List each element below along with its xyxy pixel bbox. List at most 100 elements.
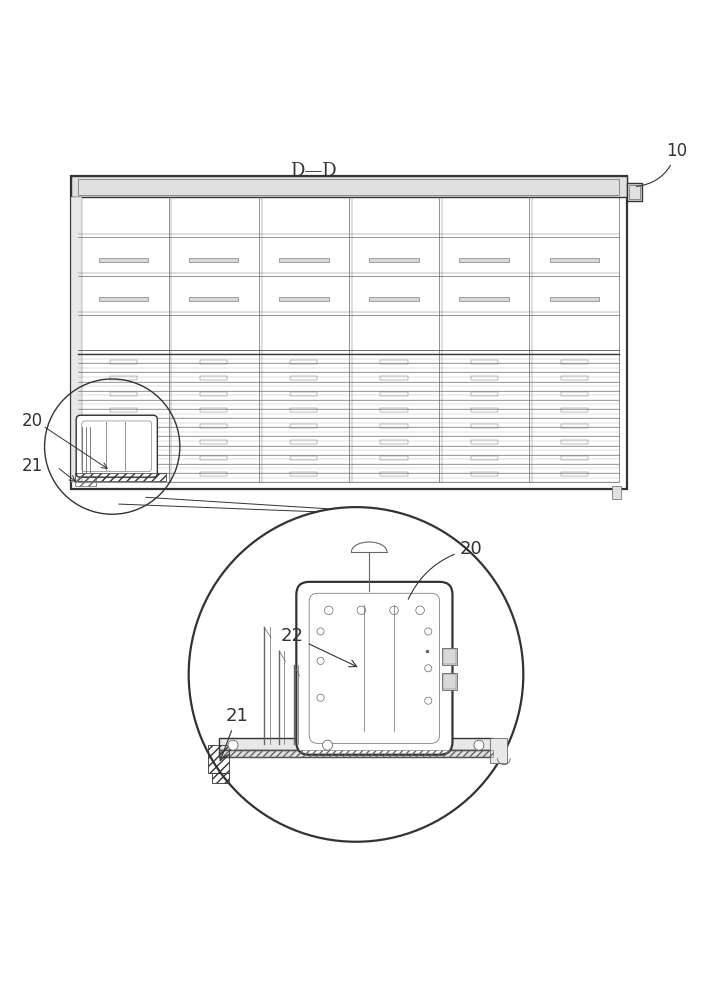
Bar <box>471 360 498 364</box>
Bar <box>471 424 498 428</box>
Circle shape <box>317 628 324 635</box>
Bar <box>75 476 96 486</box>
Bar <box>219 750 493 757</box>
Bar <box>110 376 137 380</box>
Bar <box>71 197 82 482</box>
Circle shape <box>317 657 324 664</box>
Bar <box>110 472 137 476</box>
Bar <box>110 360 137 364</box>
Bar <box>200 376 227 380</box>
Bar <box>380 424 407 428</box>
Bar <box>369 297 419 301</box>
Bar <box>200 424 227 428</box>
Bar <box>561 408 588 412</box>
Bar <box>110 392 137 396</box>
Bar <box>369 258 419 262</box>
Bar <box>71 176 627 197</box>
Bar <box>629 185 640 199</box>
Bar <box>78 179 619 195</box>
Bar <box>110 408 137 412</box>
Bar <box>290 456 318 460</box>
Bar <box>443 649 456 664</box>
Bar <box>471 456 498 460</box>
Circle shape <box>424 665 431 672</box>
Bar <box>561 472 588 476</box>
Bar <box>200 456 227 460</box>
Bar <box>459 258 509 262</box>
Bar <box>290 440 318 444</box>
Bar <box>561 456 588 460</box>
Circle shape <box>424 697 431 704</box>
Bar <box>98 258 148 262</box>
Bar <box>78 183 619 482</box>
Bar <box>471 376 498 380</box>
Circle shape <box>424 628 431 635</box>
Bar <box>561 440 588 444</box>
Bar <box>200 360 227 364</box>
Bar <box>561 376 588 380</box>
Text: 20: 20 <box>408 540 483 599</box>
Bar <box>380 408 407 412</box>
Bar <box>561 424 588 428</box>
Bar <box>290 360 318 364</box>
Bar <box>290 376 318 380</box>
Circle shape <box>325 606 333 615</box>
Circle shape <box>317 694 324 701</box>
Bar <box>200 408 227 412</box>
Bar <box>200 392 227 396</box>
Bar <box>443 674 456 689</box>
Text: D—D: D—D <box>290 162 337 180</box>
Bar <box>110 424 137 428</box>
Bar <box>561 392 588 396</box>
Circle shape <box>389 606 398 615</box>
Bar <box>471 408 498 412</box>
Bar <box>211 773 229 783</box>
Bar <box>441 648 458 665</box>
Circle shape <box>416 606 424 615</box>
Bar <box>550 297 600 301</box>
Bar <box>219 750 493 757</box>
Bar <box>380 456 407 460</box>
Circle shape <box>323 740 333 750</box>
Bar <box>380 472 407 476</box>
Bar <box>200 440 227 444</box>
Circle shape <box>474 740 484 750</box>
Bar <box>471 440 498 444</box>
Bar <box>290 424 318 428</box>
Bar <box>441 673 458 690</box>
Circle shape <box>228 740 238 750</box>
Circle shape <box>357 606 366 615</box>
Bar <box>380 376 407 380</box>
Bar <box>290 408 318 412</box>
Bar <box>380 440 407 444</box>
Bar <box>612 486 621 499</box>
Text: 10: 10 <box>637 142 687 186</box>
Bar <box>627 183 642 201</box>
Bar <box>561 360 588 364</box>
Bar <box>471 472 498 476</box>
Bar <box>290 472 318 476</box>
Bar <box>380 360 407 364</box>
Bar <box>200 472 227 476</box>
Bar <box>279 258 329 262</box>
FancyBboxPatch shape <box>296 582 453 755</box>
Bar <box>459 297 509 301</box>
Bar <box>550 258 600 262</box>
Text: 21: 21 <box>219 707 248 761</box>
Bar <box>110 440 137 444</box>
Bar <box>71 176 627 489</box>
Bar <box>110 456 137 460</box>
Bar <box>290 392 318 396</box>
Bar <box>189 258 239 262</box>
Text: 20: 20 <box>21 412 43 430</box>
Bar <box>98 297 148 301</box>
Text: 21: 21 <box>21 457 43 475</box>
FancyBboxPatch shape <box>76 415 157 477</box>
Bar <box>279 297 329 301</box>
Bar <box>208 745 229 773</box>
Bar <box>189 297 239 301</box>
Bar <box>471 392 498 396</box>
Bar <box>380 392 407 396</box>
Bar <box>75 473 166 481</box>
Bar <box>490 738 508 763</box>
